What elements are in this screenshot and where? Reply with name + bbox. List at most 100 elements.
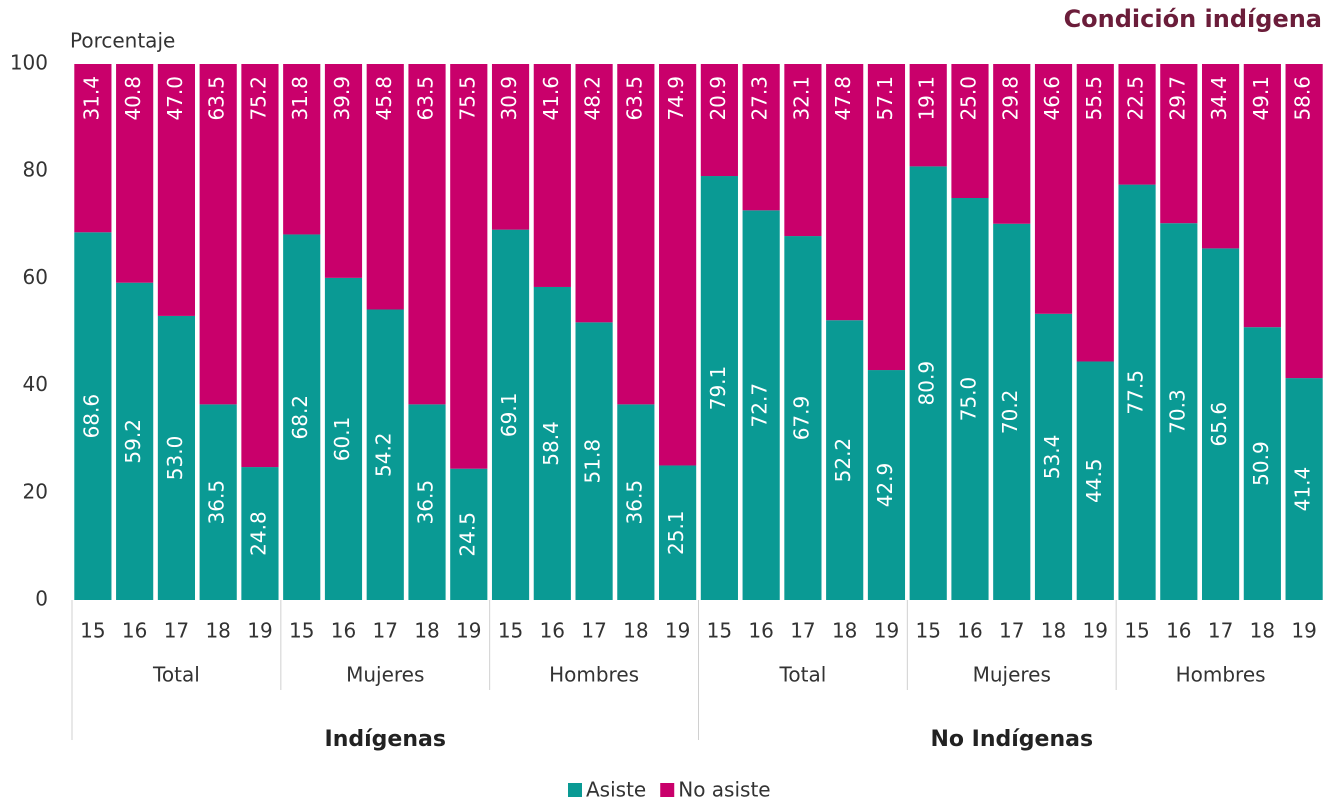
x-tick-label: 16 (957, 619, 982, 643)
data-label: 57.1 (873, 76, 897, 121)
x-tick-label: 15 (915, 619, 940, 643)
data-label: 31.8 (288, 76, 312, 121)
data-label: 75.0 (956, 377, 980, 422)
data-label: 22.5 (1124, 76, 1148, 121)
x-tick-label: 17 (373, 619, 398, 643)
y-tick-label: 40 (23, 372, 48, 396)
data-label: 63.5 (205, 76, 229, 121)
data-label: 58.4 (539, 421, 563, 466)
x-tick-label: 15 (498, 619, 523, 643)
x-tick-label: 16 (748, 619, 773, 643)
data-label: 27.3 (748, 76, 772, 121)
bar-segment (241, 64, 279, 468)
group-label: Hombres (549, 663, 639, 687)
data-label: 36.5 (414, 480, 438, 525)
x-tick-label: 15 (1124, 619, 1149, 643)
bar-segment (324, 64, 363, 278)
data-label: 19.1 (915, 76, 939, 121)
bar-segment (366, 309, 404, 600)
data-label: 55.5 (1082, 76, 1106, 121)
x-tick-label: 16 (122, 619, 147, 643)
bar-segment (617, 64, 655, 405)
data-label: 75.2 (246, 76, 270, 121)
data-label: 44.5 (1082, 458, 1106, 503)
x-tick-label: 16 (331, 619, 356, 643)
bar-segment (867, 370, 906, 600)
x-tick-label: 18 (205, 619, 230, 643)
data-label: 80.9 (915, 361, 939, 406)
data-label: 40.8 (121, 76, 145, 121)
data-label: 50.9 (1249, 441, 1273, 486)
bar-segment (659, 64, 697, 466)
bar-segment (617, 404, 655, 600)
data-label: 75.5 (455, 76, 479, 121)
bar-segment (1034, 313, 1073, 600)
legend-swatch (568, 783, 582, 797)
x-tick-label: 19 (456, 619, 481, 643)
x-tick-label: 17 (581, 619, 606, 643)
data-label: 72.7 (748, 383, 772, 428)
x-tick-label: 16 (540, 619, 565, 643)
x-tick-label: 18 (623, 619, 648, 643)
y-axis-label: Porcentaje (70, 29, 175, 53)
bar-segment (450, 64, 488, 469)
bar-segment (784, 236, 822, 600)
x-tick-label: 15 (289, 619, 314, 643)
group-label: Total (779, 663, 827, 687)
bar-segment (575, 64, 613, 323)
data-label: 47.0 (163, 76, 187, 121)
legend-swatch (660, 783, 675, 797)
data-label: 46.6 (1040, 76, 1064, 121)
bar-segment (1160, 64, 1198, 224)
bar-segment (951, 198, 989, 600)
data-label: 58.6 (1291, 76, 1315, 121)
data-label: 39.9 (330, 76, 354, 121)
bar-segment (826, 320, 864, 600)
bar-segment (283, 64, 321, 235)
data-label: 36.5 (205, 480, 229, 525)
x-tick-label: 18 (832, 619, 857, 643)
data-label: 74.9 (664, 76, 688, 121)
bar-segment (1118, 184, 1156, 600)
bar-segment (1160, 223, 1198, 600)
data-label: 29.8 (998, 76, 1022, 121)
bar-segment (241, 467, 279, 600)
x-tick-label: 19 (1083, 619, 1108, 643)
data-label: 48.2 (581, 76, 605, 121)
chart-title: Condición indígena (1064, 5, 1322, 33)
x-tick-label: 17 (1208, 619, 1233, 643)
data-label: 68.6 (79, 394, 103, 439)
data-label: 67.9 (789, 396, 813, 441)
bar-segment (1076, 361, 1114, 600)
bar-segment (993, 64, 1031, 224)
supergroup-label: Indígenas (325, 727, 446, 752)
bar-segment (1076, 64, 1114, 362)
bar-segment (700, 64, 738, 177)
group-label: Mujeres (346, 663, 424, 687)
data-label: 65.6 (1207, 402, 1231, 447)
bar-segment (157, 64, 196, 316)
y-tick-label: 0 (35, 587, 48, 611)
bar-segment (659, 465, 697, 600)
group-label: Total (152, 663, 200, 687)
x-tick-label: 18 (414, 619, 439, 643)
bar-segment (1243, 327, 1281, 600)
data-label: 24.5 (455, 512, 479, 557)
data-label: 36.5 (622, 480, 646, 525)
x-tick-label: 15 (707, 619, 732, 643)
bar-segment (1118, 64, 1156, 185)
bar-segment (742, 64, 780, 211)
data-label: 49.1 (1249, 76, 1273, 121)
x-tick-label: 17 (164, 619, 189, 643)
bar-segment (408, 404, 446, 600)
data-label: 47.8 (831, 76, 855, 121)
bar-segment (1034, 64, 1073, 314)
data-label: 32.1 (789, 76, 813, 121)
y-tick-label: 80 (23, 158, 48, 182)
bar-segment (1243, 64, 1281, 328)
bar-segment (199, 404, 237, 600)
data-label: 63.5 (414, 76, 438, 121)
x-tick-label: 15 (80, 619, 105, 643)
bar-segment (408, 64, 446, 405)
